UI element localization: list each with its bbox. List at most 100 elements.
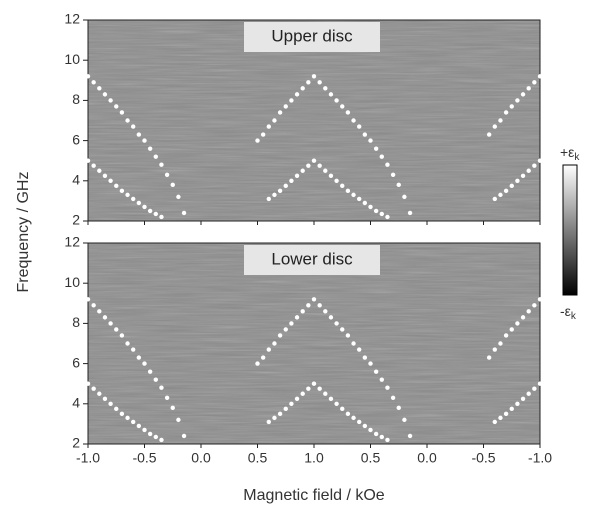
dot: [283, 327, 288, 332]
dot: [283, 104, 288, 109]
dot: [136, 132, 142, 137]
dot: [136, 423, 142, 429]
x-tick-label: 0.5: [361, 450, 381, 466]
dot: [362, 132, 368, 137]
dot: [311, 74, 317, 79]
dot: [142, 204, 147, 210]
panel-title: Upper disc: [271, 26, 353, 45]
dot: [125, 192, 130, 198]
dot: [396, 182, 401, 188]
heatmap-texture: [88, 20, 540, 221]
dot: [311, 158, 317, 163]
dot: [373, 369, 379, 374]
dot: [159, 162, 164, 167]
dot: [503, 333, 509, 338]
colorbar: [562, 164, 578, 296]
dot: [526, 309, 531, 314]
dot: [289, 178, 294, 183]
y-tick-label: 8: [72, 91, 80, 107]
y-tick-label: 10: [64, 274, 80, 290]
dot: [345, 411, 351, 417]
dot: [503, 188, 509, 194]
x-tick-label: -0.5: [132, 450, 156, 466]
dot: [526, 168, 531, 173]
dot: [97, 168, 102, 173]
dot: [85, 74, 91, 79]
dot: [114, 327, 119, 332]
dot: [266, 124, 271, 129]
dot: [181, 210, 187, 216]
dot: [277, 411, 283, 417]
dot: [537, 158, 543, 163]
dot: [532, 163, 537, 168]
dot: [272, 341, 277, 346]
dot: [176, 417, 181, 423]
dot: [323, 168, 328, 173]
dot: [125, 415, 130, 421]
dot: [362, 200, 368, 206]
dot: [108, 98, 113, 103]
dot: [509, 406, 514, 412]
x-tick-label: 1.0: [304, 450, 324, 466]
dot: [368, 427, 373, 433]
y-axis-label: Frequency / GHz: [15, 172, 32, 293]
dot: [108, 321, 113, 326]
dot: [379, 377, 384, 382]
dot: [317, 163, 322, 168]
dot: [503, 411, 509, 417]
dot: [385, 437, 390, 443]
dot: [373, 146, 379, 151]
dot: [515, 178, 520, 183]
dot: [102, 315, 108, 320]
dot: [306, 163, 311, 168]
dot: [396, 405, 401, 411]
dot: [334, 98, 339, 103]
dot: [114, 183, 119, 189]
dot: [255, 138, 260, 143]
dot: [91, 386, 96, 391]
dot: [537, 381, 543, 386]
dot: [306, 303, 311, 308]
dot: [97, 391, 102, 396]
y-tick-label: 12: [64, 234, 80, 250]
dot: [108, 401, 113, 406]
dot: [357, 196, 362, 202]
dot: [379, 154, 384, 159]
dot: [520, 315, 526, 320]
colorbar-top: +ε: [560, 144, 574, 160]
dot: [102, 173, 108, 178]
x-tick-label: 0.5: [248, 450, 268, 466]
dot: [520, 173, 526, 178]
dot: [300, 168, 305, 173]
dot: [328, 315, 334, 320]
x-tick-label: -1.0: [528, 450, 552, 466]
dot: [102, 92, 108, 97]
dot: [272, 415, 277, 421]
dot: [345, 188, 351, 194]
dot: [114, 104, 119, 109]
dot: [379, 434, 384, 440]
dot: [532, 386, 537, 391]
dot: [357, 419, 362, 425]
dot: [306, 386, 311, 391]
dot: [294, 92, 300, 97]
dot: [407, 433, 413, 439]
dot: [390, 172, 396, 177]
dot: [520, 92, 526, 97]
panel-title: Lower disc: [271, 249, 353, 268]
dot: [153, 211, 158, 217]
dot: [131, 347, 136, 352]
dot: [91, 303, 96, 308]
dot: [147, 146, 153, 151]
dot: [509, 183, 514, 189]
dot: [260, 132, 266, 137]
colorbar-sub: k: [571, 311, 577, 322]
dot: [125, 118, 130, 123]
dot: [520, 396, 526, 401]
dot: [492, 124, 497, 129]
dot: [289, 98, 294, 103]
x-axis-label: Magnetic field / kOe: [243, 487, 385, 504]
dot: [334, 321, 339, 326]
dot: [153, 154, 158, 159]
dot: [277, 188, 283, 194]
